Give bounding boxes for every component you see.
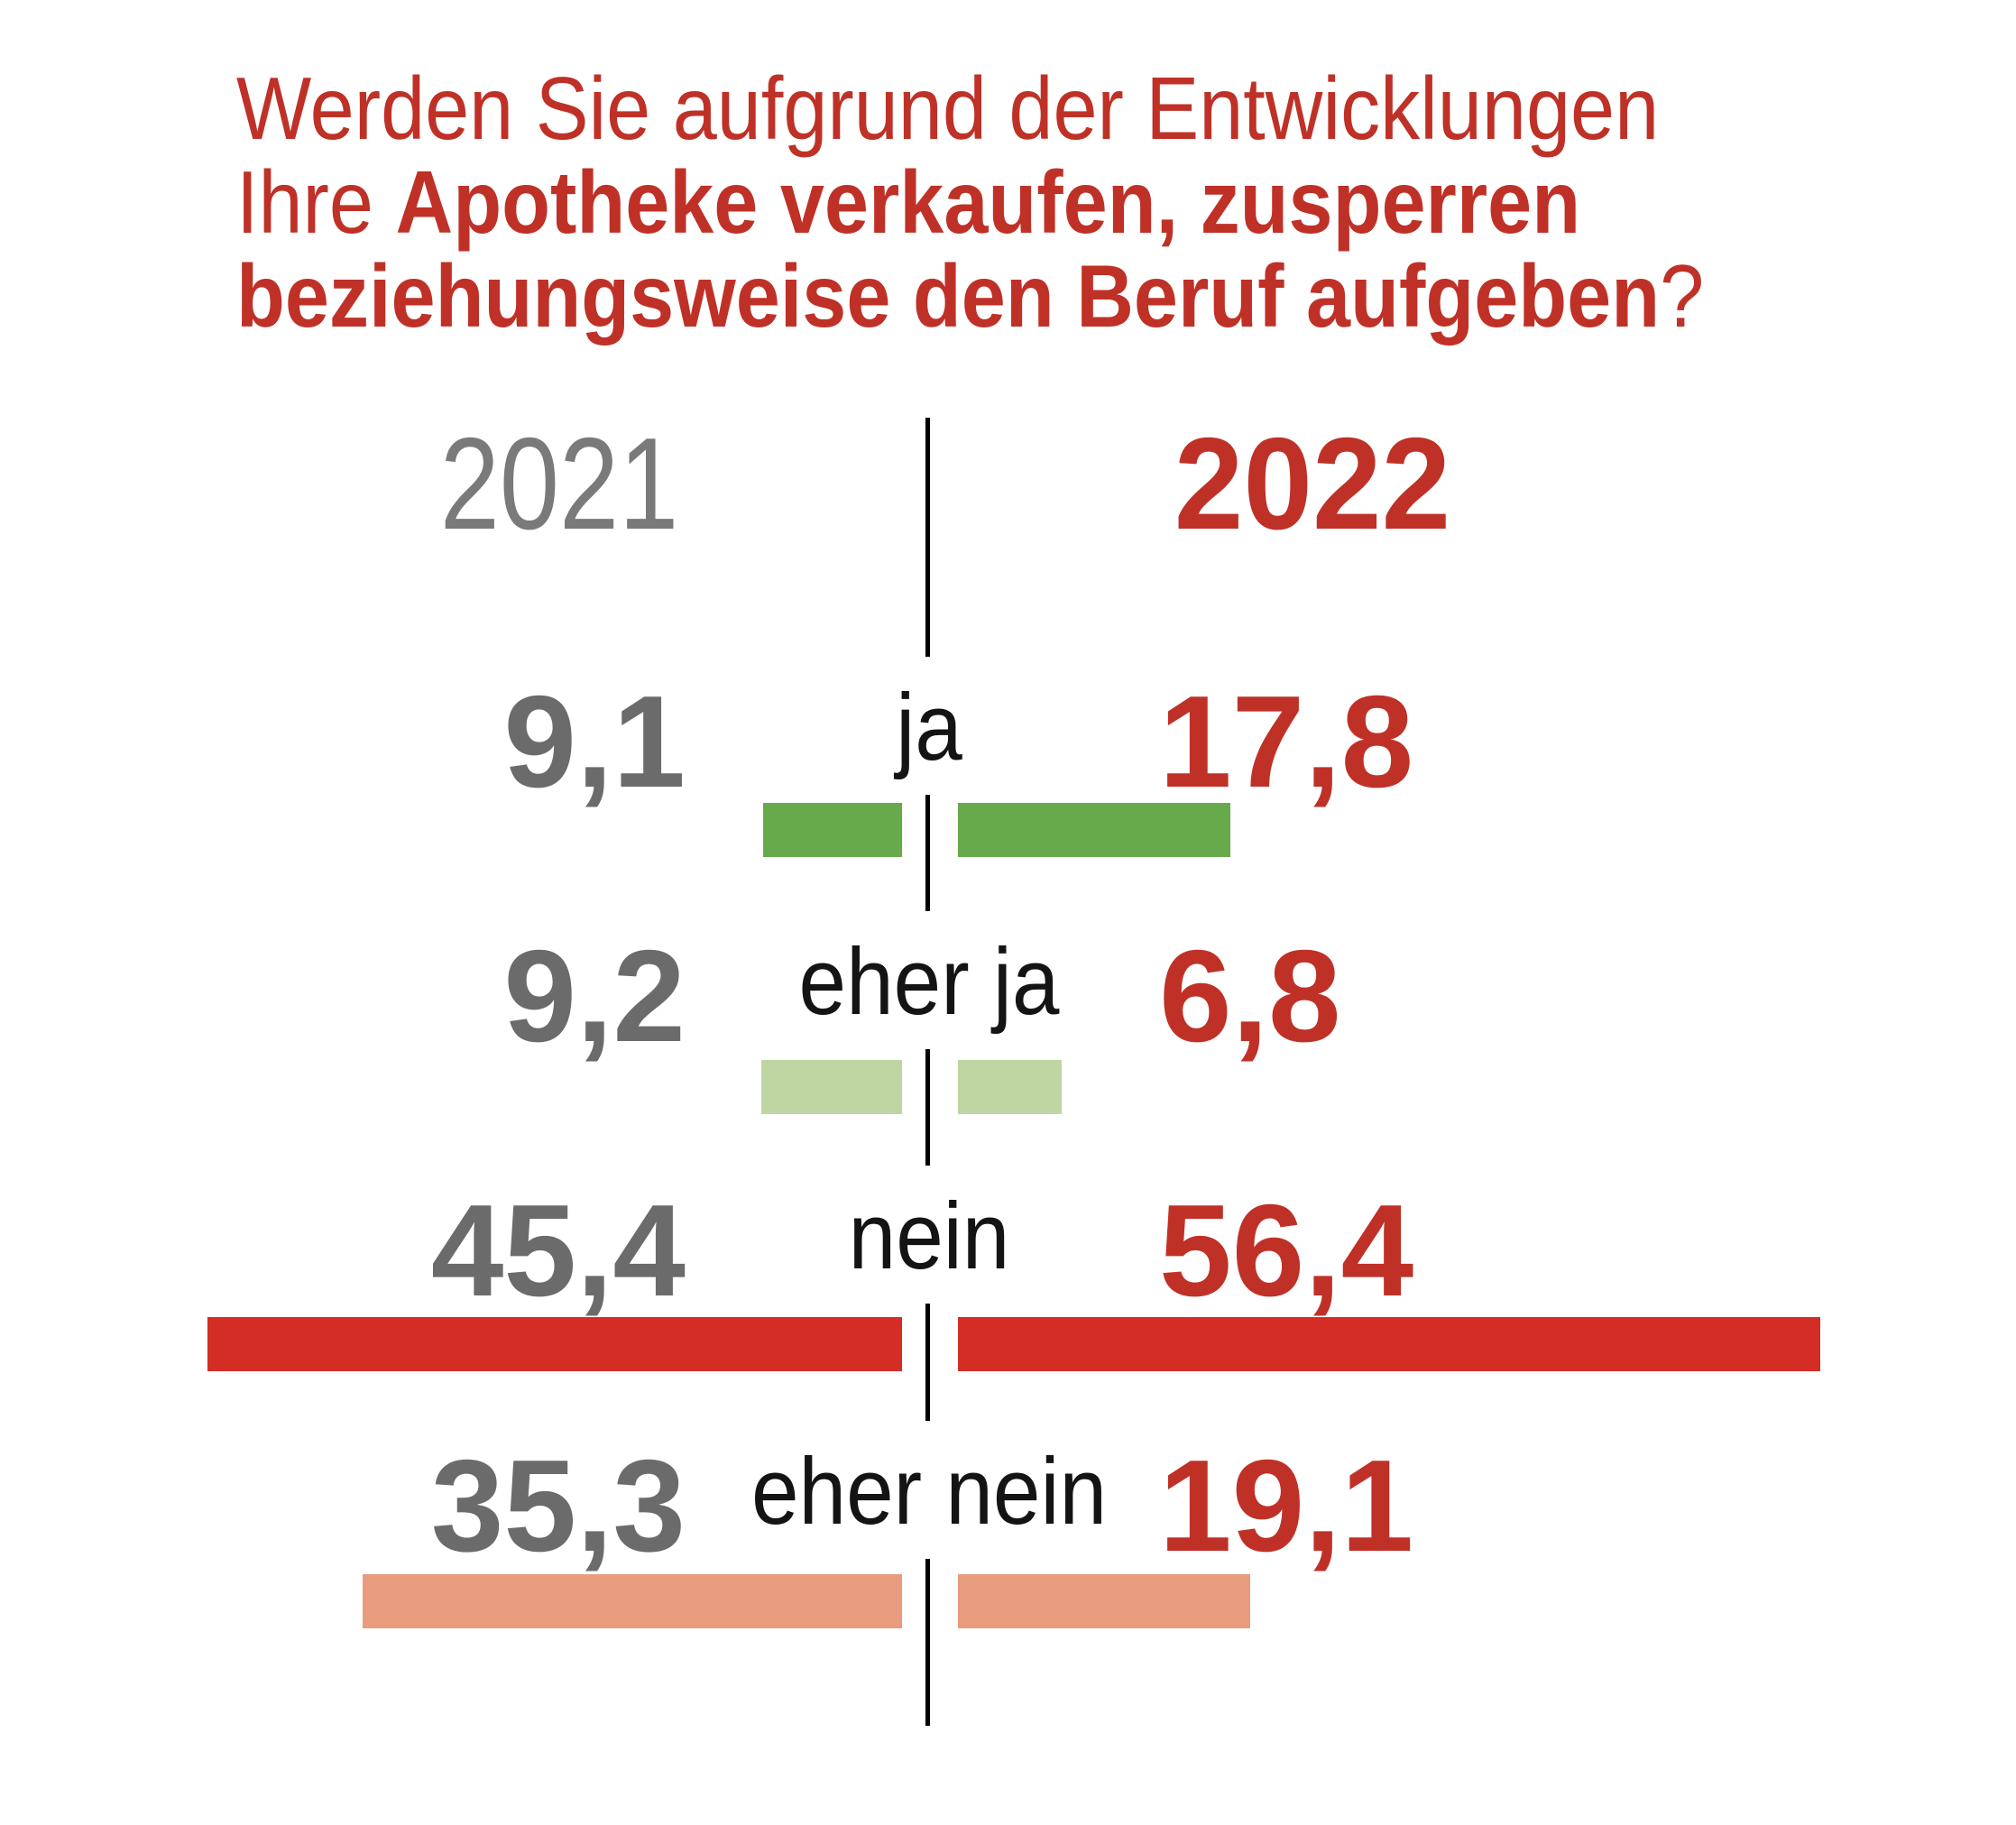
bar-2022-eher-ja <box>958 1060 1062 1114</box>
bar-2022-nein <box>958 1317 1820 1371</box>
bar-2021-eher-nein <box>363 1574 902 1628</box>
value-2022-ja: 17,8 <box>1159 668 1414 815</box>
bar-2021-eher-ja <box>761 1060 902 1114</box>
legend-year-2021: 2021 <box>439 410 679 557</box>
chart-title-line3: beziehungsweise den Beruf aufgeben? <box>236 246 1705 346</box>
value-2022-eher-ja: 6,8 <box>1159 923 1341 1069</box>
value-2021-ja: 9,1 <box>503 668 686 815</box>
bar-2021-ja <box>763 803 902 857</box>
value-2022-eher-nein: 19,1 <box>1159 1433 1414 1579</box>
category-label-nein: nein <box>824 1166 1035 1304</box>
value-2021-eher-nein: 35,3 <box>430 1433 686 1579</box>
value-2021-eher-ja: 9,2 <box>503 923 686 1069</box>
category-label-eher-ja: eher ja <box>774 911 1084 1049</box>
category-label-ja: ja <box>871 657 987 795</box>
bar-2022-eher-nein <box>958 1574 1250 1628</box>
bar-2021-nein <box>207 1317 902 1371</box>
bar-2022-ja <box>958 803 1230 857</box>
chart-title-line2: Ihre Apotheke verkaufen, zusperren <box>236 152 1581 252</box>
value-2021-nein: 45,4 <box>430 1177 686 1323</box>
value-2022-nein: 56,4 <box>1159 1177 1414 1323</box>
center-divider-line <box>925 418 930 1726</box>
legend-year-2022: 2022 <box>1174 410 1451 557</box>
chart-title-line1: Werden Sie aufgrund der Entwicklungen <box>236 59 1660 158</box>
category-label-eher-nein: eher nein <box>726 1421 1132 1559</box>
chart-title: Werden Sie aufgrund der Entwicklungen Ih… <box>236 61 1704 343</box>
